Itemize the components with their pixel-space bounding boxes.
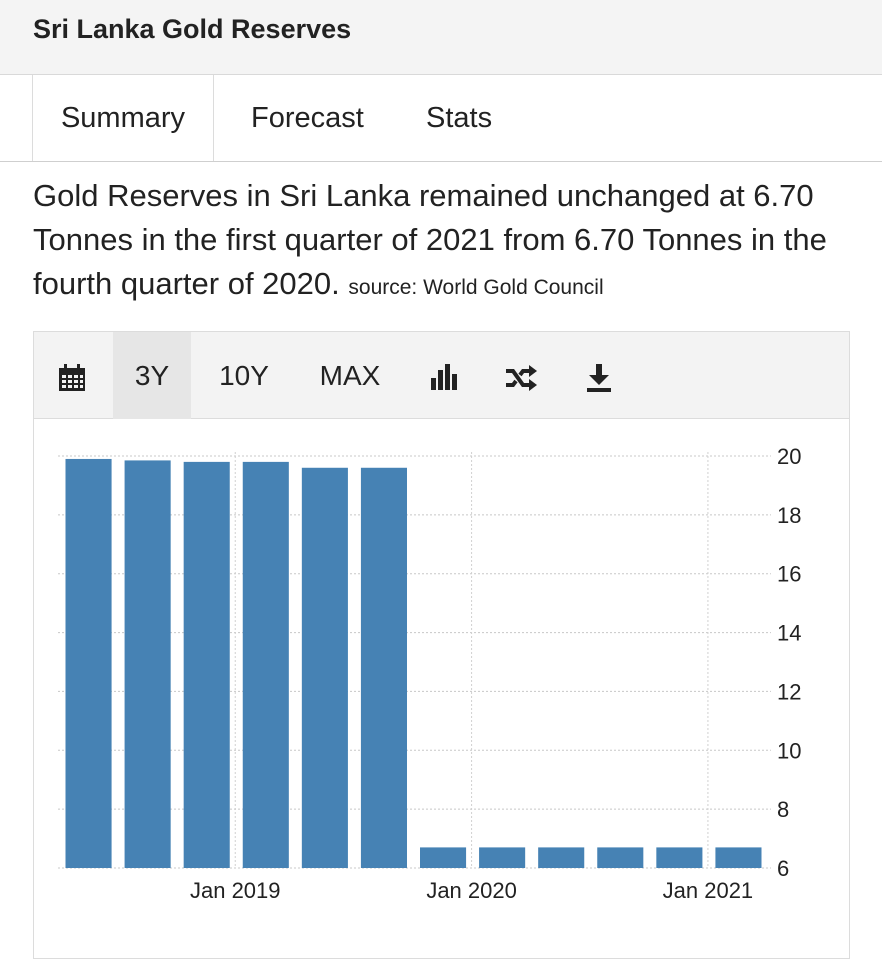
tab-bar: Summary Forecast Stats [0, 75, 882, 162]
range-10y-button[interactable]: 10Y [219, 360, 269, 391]
download-icon-graphic [587, 363, 611, 392]
shuffle-icon[interactable] [501, 332, 541, 419]
x-tick-label: Jan 2020 [426, 878, 517, 903]
tab-stats[interactable]: Stats [426, 102, 493, 134]
y-tick-label: 14 [777, 621, 801, 646]
bar-2020-q1 [479, 847, 526, 868]
calendar-icon[interactable] [52, 332, 92, 419]
bar-chart-icon-graphic [431, 363, 457, 390]
bar-2018-q3 [124, 460, 171, 868]
y-tick-label: 20 [777, 444, 801, 469]
chart-panel: 3Y 10Y MAX [33, 331, 850, 959]
bar-2018-q2 [65, 458, 112, 868]
y-tick-label: 12 [777, 679, 801, 704]
bar-2018-q4 [183, 461, 230, 868]
bar-2019-q2 [301, 467, 348, 868]
source-note: source: World Gold Council [348, 276, 604, 299]
calendar-icon-graphic [59, 363, 85, 391]
y-tick-label: 10 [777, 738, 801, 763]
bar-2019-q4 [419, 847, 467, 868]
bar-2020-q2 [538, 847, 585, 868]
y-tick-label: 16 [777, 562, 801, 587]
y-tick-label: 8 [777, 797, 789, 822]
summary-body: Gold Reserves in Sri Lanka remained unch… [33, 178, 827, 301]
bar-2020-q3 [597, 847, 644, 868]
x-tick-label: Jan 2021 [663, 878, 754, 903]
range-3y-button[interactable]: 3Y [113, 332, 191, 419]
x-tick-label: Jan 2019 [190, 878, 281, 903]
page-header: Sri Lanka Gold Reserves [0, 0, 882, 75]
page-title: Sri Lanka Gold Reserves [33, 14, 352, 44]
summary-text: Gold Reserves in Sri Lanka remained unch… [33, 174, 863, 310]
tab-forecast[interactable]: Forecast [251, 102, 364, 134]
bar-2020-q4 [656, 847, 703, 868]
chart-toolbar: 3Y 10Y MAX [34, 332, 849, 419]
range-max-button[interactable]: MAX [319, 360, 381, 391]
bar-chart: 6 8 10 12 14 16 18 20 Jan 2019 Jan 2020 Jan 2021 [58, 444, 801, 903]
bar-2019-q3 [360, 467, 408, 868]
bar-2019-q1 [242, 461, 289, 868]
y-tick-label: 18 [777, 503, 801, 528]
bar-chart-icon[interactable] [424, 332, 464, 419]
download-icon[interactable] [579, 332, 619, 419]
tab-summary[interactable]: Summary [32, 75, 214, 161]
shuffle-icon-graphic [506, 364, 537, 391]
y-tick-label: 6 [777, 856, 789, 881]
bar-2021-q1 [715, 847, 762, 868]
